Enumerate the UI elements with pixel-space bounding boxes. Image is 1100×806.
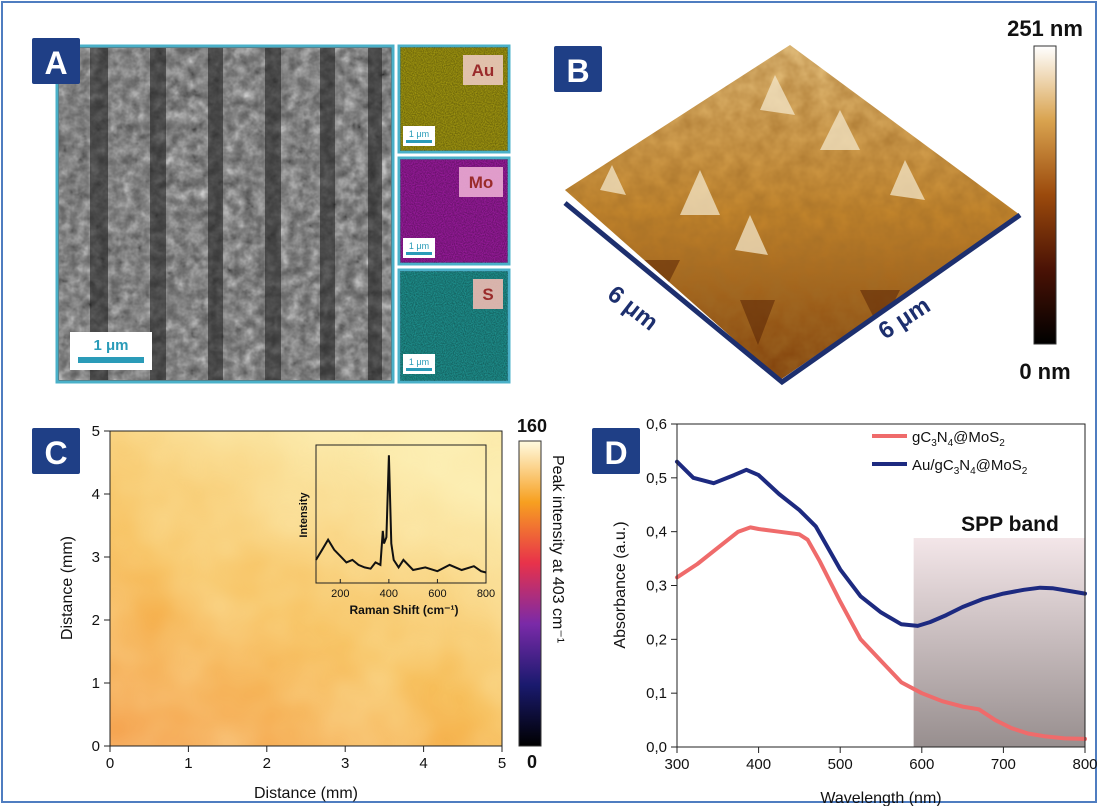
panel-c-label: C xyxy=(44,435,67,471)
eds-au-scale-label: 1 μm xyxy=(409,129,429,139)
heatmap-xtick-label: 5 xyxy=(498,755,506,772)
heatmap-ytick-label: 5 xyxy=(92,423,100,440)
sem-scale-label: 1 μm xyxy=(93,337,128,354)
sem-scale-box xyxy=(70,332,152,370)
heatmap-xtick-label: 2 xyxy=(263,755,271,772)
absorbance-xtick-label: 300 xyxy=(664,756,689,773)
eds-mo-map: Mo 1 μm xyxy=(397,156,511,266)
heatmap-ytick-label: 1 xyxy=(92,675,100,692)
afm-colorbar xyxy=(1033,45,1057,345)
afm-axes xyxy=(563,201,1022,386)
heatmap-ytick-label: 2 xyxy=(92,612,100,629)
absorbance-ytick-label: 0,5 xyxy=(646,470,667,487)
sem-texture xyxy=(59,48,391,380)
inset-frame xyxy=(315,444,487,584)
eds-s-scale-label: 1 μm xyxy=(409,357,429,367)
absorbance-ytick-label: 0,4 xyxy=(646,524,667,541)
absorbance-xtick-label: 500 xyxy=(828,756,853,773)
panel-b-label: B xyxy=(566,53,589,89)
heatmap-ytick-label: 4 xyxy=(92,486,100,503)
heatmap-xtick-label: 4 xyxy=(419,755,427,772)
panel-d-label: D xyxy=(604,435,627,471)
inset-ylabel: Intensity xyxy=(298,492,310,538)
heatmap-ytick-label: 0 xyxy=(92,738,100,755)
eds-mo-scale-bar xyxy=(406,252,432,255)
sem-scale-bar xyxy=(78,357,144,363)
legend: gC3N4@MoS2 Au/gC3N4@MoS2 xyxy=(872,429,1028,477)
spp-band-label: SPP band xyxy=(961,513,1059,536)
inset-xtick-label: 600 xyxy=(428,588,446,600)
panel-c: 0 1 2 3 4 5 0 1 2 3 4 5 Distance (mm) Distance (mm)… xyxy=(32,416,566,802)
inset-xtick-label: 200 xyxy=(331,588,349,600)
afm-axis-left-label: 6 μm xyxy=(602,280,663,336)
eds-s-map: S 1 μm xyxy=(397,268,511,384)
panel-b-label-box xyxy=(554,46,602,92)
heatmap-frame xyxy=(109,430,503,747)
afm-surface xyxy=(565,45,1020,380)
inset-xlabel: Raman Shift (cm⁻¹) xyxy=(349,603,458,617)
heatmap-colorbar-max: 160 xyxy=(517,416,547,436)
spp-band-region xyxy=(913,538,1085,747)
absorbance-ylabel: Absorbance (a.u.) xyxy=(612,521,629,648)
afm-colorbar-min: 0 nm xyxy=(1019,359,1070,384)
absorbance-ytick-label: 0,6 xyxy=(646,416,667,433)
eds-s-label-box xyxy=(473,279,503,309)
series-line-au-gc3n4-mos2 xyxy=(675,459,1087,628)
eds-au-label-box xyxy=(463,55,503,85)
sem-dark-trenches xyxy=(90,48,382,380)
absorbance-xlabel: Wavelength (nm) xyxy=(820,790,941,806)
absorbance-series xyxy=(675,459,1087,741)
heatmap-colorbar-min: 0 xyxy=(527,752,537,772)
inset-spectrum: 200 400 600 800 xyxy=(315,455,495,600)
panel-b: 6 μm 6 μm 251 nm 0 nm B xyxy=(554,16,1083,386)
series-line-gc3n4-mos2 xyxy=(675,525,1087,741)
eds-mo-label-box xyxy=(459,167,503,197)
panel-d-label-box xyxy=(592,428,640,474)
heatmap-xtick-label: 3 xyxy=(341,755,349,772)
eds-au-map: Au 1 μm xyxy=(397,44,511,154)
absorbance-xtick-label: 700 xyxy=(991,756,1016,773)
heatmap-texture xyxy=(110,431,502,746)
heatmap-colorbar-title: Peak intensity at 403 cm⁻¹ xyxy=(549,455,566,643)
legend-label-gc3n4-mos2: gC3N4@MoS2 xyxy=(912,429,1005,449)
absorbance-axes: 300 400 500 600 700 800 0,0 0,1 0,2 0,3 0,4 0,5 0,6 xyxy=(646,416,1097,773)
absorbance-xtick-label: 600 xyxy=(909,756,934,773)
panel-d: SPP band 300 400 500 600 700 800 0,0 0,1 0,2 0,3 0… xyxy=(592,416,1098,806)
eds-mo-scale-label: 1 μm xyxy=(409,241,429,251)
inset-spectrum-line xyxy=(315,455,487,574)
eds-s-label: S xyxy=(482,285,493,304)
absorbance-frame xyxy=(676,423,1086,748)
inset-xtick-label: 400 xyxy=(380,588,398,600)
eds-mo-label: Mo xyxy=(469,173,494,192)
heatmap-xtick-label: 0 xyxy=(106,755,114,772)
panel-a: 1 μm Au 1 μm Mo 1 μm S 1 μm xyxy=(32,38,511,384)
eds-s-scale-bar xyxy=(406,368,432,371)
absorbance-ytick-label: 0,3 xyxy=(646,578,667,595)
heatmap-ylabel: Distance (mm) xyxy=(59,536,76,640)
absorbance-ytick-label: 0,1 xyxy=(646,685,667,702)
heatmap-ytick-label: 3 xyxy=(92,549,100,566)
absorbance-xtick-label: 400 xyxy=(746,756,771,773)
absorbance-xtick-label: 800 xyxy=(1072,756,1097,773)
heatmap-colorbar xyxy=(518,440,542,747)
panel-a-label: A xyxy=(44,45,67,81)
heatmap-axes: 0 1 2 3 4 5 0 1 2 3 4 5 xyxy=(92,423,507,772)
heatmap-xtick-label: 1 xyxy=(184,755,192,772)
panel-a-label-box xyxy=(32,38,80,84)
legend-label-au-gc3n4-mos2: Au/gC3N4@MoS2 xyxy=(912,457,1028,477)
inset-xtick-label: 800 xyxy=(477,588,495,600)
eds-au-label: Au xyxy=(472,61,495,80)
eds-au-scale-bar xyxy=(406,140,432,143)
absorbance-ytick-label: 0,0 xyxy=(646,739,667,756)
absorbance-ytick-label: 0,2 xyxy=(646,631,667,648)
panel-c-label-box xyxy=(32,428,80,474)
heatmap-xlabel: Distance (mm) xyxy=(254,785,358,802)
afm-colorbar-max: 251 nm xyxy=(1007,16,1083,41)
